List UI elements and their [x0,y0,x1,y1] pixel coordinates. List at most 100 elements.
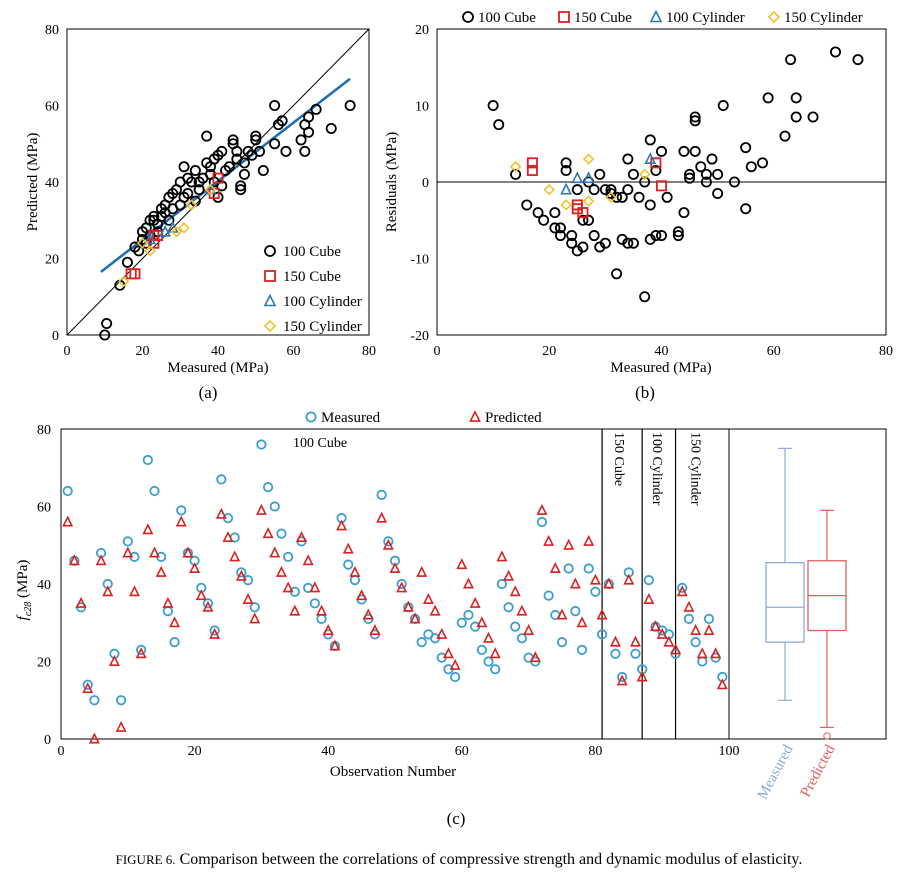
panel-a-legend-label-cube100: 100 Cube [283,244,341,260]
panel-b-point-cube100 [728,176,740,188]
panel-c-point-predicted [716,678,728,690]
panel-b-point-cube100 [599,237,611,249]
panel-b-point-cyl100 [571,171,584,184]
panel-c-observation-chart: 0 20 40 60 80 100 0 20 40 60 80 100 Cube 150 Cube 10… [15,410,887,828]
panel-c-point-measured [376,489,387,500]
panel-c-point-predicted [609,635,621,647]
panel-b-point-cyl150 [582,153,595,165]
panel-a-point-cube100 [257,165,269,177]
panel-c-point-predicted [629,635,641,647]
panel-b-point-cube100 [605,184,617,196]
panel-c-legend-marker-measured [305,411,317,423]
panel-c-point-predicted [409,612,421,624]
panel-c-point-predicted [429,604,441,616]
panel-a-y-tick-label: 20 [45,253,59,268]
panel-c-point-measured [617,671,628,683]
panel-c-point-predicted [376,511,388,523]
panel-b-point-cube100 [554,222,566,234]
panel-c-point-predicted [549,562,561,574]
panel-c-point-predicted [710,647,722,659]
panel-c-point-predicted [670,643,682,655]
panel-c-point-predicted [422,593,434,605]
panel-b-point-cube100 [560,157,572,169]
panel-c-point-measured [283,551,294,562]
panel-c-point-predicted [449,658,461,670]
panel-b-legend-marker-cube150 [558,11,570,23]
panel-b-point-cube100 [577,214,589,226]
panel-b-point-cube100 [740,203,752,215]
panel-c-boxplot-frame [728,428,887,740]
panel-b-point-cube100 [656,145,668,157]
panel-c-x-tick-label: 40 [321,744,335,759]
panel-a-point-cyl100 [144,232,156,245]
panel-a-point-cube100 [235,180,247,192]
panel-b-point-cube100 [689,111,701,123]
panel-b-point-cube100 [700,176,712,188]
panel-c-point-predicted [269,546,281,558]
panel-c-point-predicted [149,546,161,558]
panel-b-point-cyl100 [582,171,595,184]
panel-c-point-predicted [643,593,655,605]
panel-c-point-predicted [102,585,114,597]
panel-a-legend-label-cyl100: 100 Cylinder [283,294,362,310]
panel-a-x-tick-label: 20 [136,344,150,359]
panel-c-point-measured [570,606,581,617]
panel-a-point-cyl150 [136,237,149,249]
panel-b-point-cube100 [622,153,634,165]
panel-a-scatter-chart: 0 20 40 60 80 0 20 40 60 80 100 Cube 150 Cube 100 C… [25,23,376,402]
panel-c-point-predicted [229,550,241,562]
panel-c-point-measured [563,563,574,574]
panel-b-point-cube100 [566,237,578,249]
panel-c-point-predicted [543,534,555,546]
panel-c-y-tick-label: 20 [37,656,51,671]
panel-c-point-predicted [469,596,481,608]
panel-c-point-predicted [95,554,107,566]
panel-c-point-predicted [316,604,328,616]
panel-c-point-predicted [162,596,174,608]
panel-b-point-cube100 [616,191,628,203]
panel-a-point-cube100 [295,134,307,146]
panel-a-point-cube100 [182,187,194,199]
panel-c-point-measured [490,664,501,675]
panel-c-point-measured [343,559,354,570]
panel-b-point-cube100 [639,176,651,188]
panel-c-point-measured [262,482,274,493]
panel-c-point-predicted [155,565,167,577]
panel-b-legend-label-cube100: 100 Cube [478,10,536,26]
panel-c-point-predicted [215,507,227,519]
panel-a-point-cube150 [212,172,224,184]
panel-c-point-measured [62,485,73,497]
panel-b-point-cube100 [493,119,505,131]
panel-c-point-measured [503,602,514,613]
panel-c-point-predicted [529,651,541,663]
panel-c-point-predicted [703,624,715,636]
panel-c-point-measured [543,590,554,601]
panel-c-point-predicted [589,573,601,585]
panel-c-point-predicted [382,538,394,550]
panel-c-point-measured [349,575,361,586]
panel-b-point-cyl150 [509,160,522,173]
panel-b-point-cube100 [611,191,623,203]
panel-c-point-predicted [195,589,207,601]
panel-c-point-predicted [189,562,201,574]
panel-c-point-measured [690,637,701,648]
panel-b-point-cube100 [627,237,639,249]
panel-c-point-measured [169,637,180,648]
panel-c-section-label-100-cube: 100 Cube [293,436,347,451]
panel-c-point-measured [510,621,521,632]
panel-c-point-measured [630,648,641,659]
boxplot-outlier-predicted [823,732,831,740]
panel-c-point-measured [202,598,214,609]
boxplot-category-label-predicted: Predicted [798,742,839,800]
panel-a-x-axis-label: Measured (MPa) [167,360,268,376]
panel-c-point-measured [556,637,568,648]
panel-b-residual-chart: 0 20 40 60 80 -20 -10 0 10 20 100 Cube 150 Cube 100… [384,9,893,402]
panel-c-point-measured [576,644,588,655]
panel-a-point-cube100 [99,329,111,341]
panel-c-point-predicted [396,581,408,593]
panel-c-y-tick-label: 80 [37,423,51,438]
panel-b-x-axis-label: Measured (MPa) [610,360,711,376]
panel-c-section-label-100-cylinder: 100 Cylinder [649,432,664,506]
panel-c-point-predicted [569,577,581,589]
